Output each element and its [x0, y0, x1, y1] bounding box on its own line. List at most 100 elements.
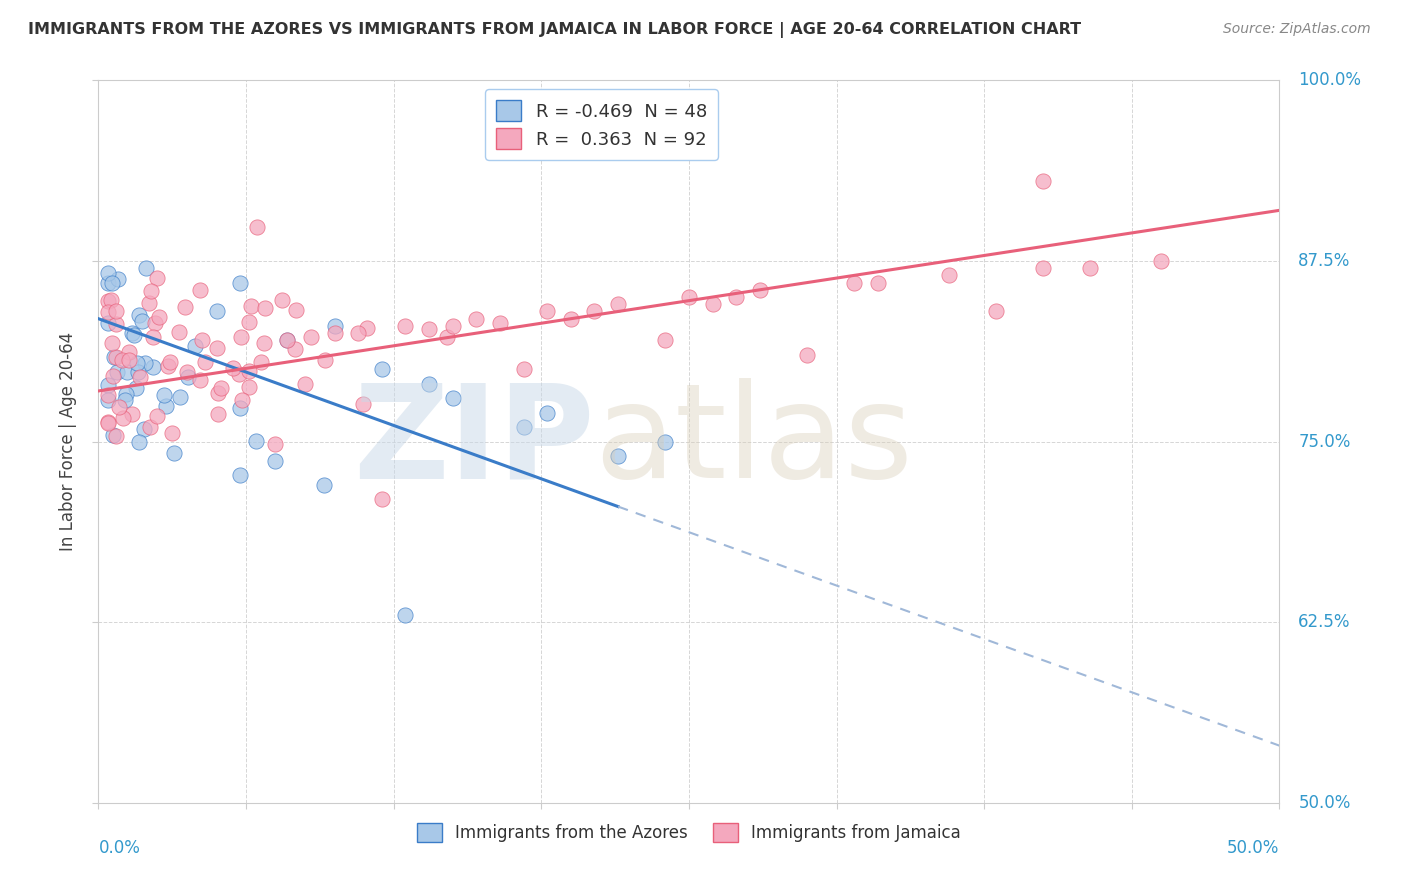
Point	[107, 272, 129, 286]
Point	[844, 276, 866, 290]
Point	[607, 131, 630, 145]
Point	[104, 350, 127, 364]
Point	[143, 316, 166, 330]
Point	[239, 299, 262, 313]
Point	[100, 293, 122, 308]
Point	[205, 304, 228, 318]
Point	[607, 449, 630, 463]
Point	[114, 392, 136, 407]
Point	[101, 336, 124, 351]
Point	[159, 355, 181, 369]
Point	[1150, 254, 1173, 268]
Point	[97, 415, 120, 429]
Point	[299, 330, 322, 344]
Text: 0.0%: 0.0%	[98, 839, 141, 857]
Point	[124, 381, 146, 395]
Point	[394, 607, 416, 622]
Point	[352, 397, 374, 411]
Point	[177, 370, 200, 384]
Point	[205, 341, 228, 355]
Point	[253, 301, 276, 316]
Point	[1032, 174, 1054, 188]
Point	[101, 428, 124, 442]
Point	[678, 290, 700, 304]
Point	[536, 304, 558, 318]
Point	[276, 334, 298, 348]
Point	[725, 290, 748, 304]
Point	[512, 362, 534, 376]
Point	[607, 297, 630, 311]
Point	[264, 453, 287, 467]
Point	[129, 370, 152, 384]
Point	[285, 302, 308, 317]
Point	[134, 355, 156, 369]
Point	[135, 261, 157, 276]
Point	[108, 401, 131, 415]
Point	[323, 318, 346, 333]
Point	[97, 267, 120, 281]
Text: 62.5%: 62.5%	[1298, 613, 1351, 632]
Point	[169, 390, 191, 404]
Point	[128, 308, 150, 322]
Point	[436, 330, 458, 344]
Point	[246, 220, 269, 235]
Point	[231, 392, 253, 407]
Point	[276, 334, 298, 348]
Point	[115, 387, 138, 401]
Point	[188, 373, 211, 387]
Point	[163, 446, 186, 460]
Point	[654, 334, 676, 348]
Point	[121, 326, 143, 340]
Point	[111, 352, 134, 367]
Point	[229, 468, 252, 483]
Point	[188, 283, 211, 297]
Point	[294, 376, 316, 391]
Point	[418, 376, 440, 391]
Point	[103, 350, 125, 364]
Point	[1080, 261, 1102, 276]
Point	[371, 492, 394, 507]
Point	[152, 388, 174, 402]
Point	[146, 409, 169, 424]
Point	[938, 268, 960, 283]
Point	[97, 277, 120, 291]
Text: ZIP: ZIP	[353, 378, 595, 505]
Text: 50.0%: 50.0%	[1298, 794, 1351, 812]
Point	[866, 276, 889, 290]
Point	[97, 393, 120, 408]
Point	[103, 368, 125, 383]
Point	[160, 425, 183, 440]
Point	[97, 294, 120, 309]
Point	[97, 316, 120, 330]
Point	[796, 348, 818, 362]
Point	[101, 276, 124, 290]
Point	[167, 325, 190, 339]
Point	[112, 411, 135, 425]
Point	[418, 322, 440, 336]
Point	[127, 365, 149, 379]
Point	[583, 304, 606, 318]
Point	[132, 422, 155, 436]
Point	[104, 429, 127, 443]
Text: 87.5%: 87.5%	[1298, 252, 1351, 270]
Point	[105, 365, 128, 379]
Point	[128, 434, 150, 449]
Point	[139, 420, 162, 434]
Point	[157, 359, 180, 374]
Point	[263, 437, 285, 451]
Point	[97, 388, 120, 402]
Text: 50.0%: 50.0%	[1227, 839, 1279, 857]
Point	[183, 338, 205, 352]
Point	[250, 354, 273, 368]
Point	[97, 305, 120, 319]
Point	[702, 297, 724, 311]
Point	[138, 295, 160, 310]
Point	[536, 406, 558, 420]
Point	[118, 344, 141, 359]
Point	[314, 353, 336, 368]
Point	[560, 311, 582, 326]
Point	[347, 326, 370, 341]
Point	[104, 303, 127, 318]
Point	[118, 353, 141, 368]
Point	[190, 333, 212, 347]
